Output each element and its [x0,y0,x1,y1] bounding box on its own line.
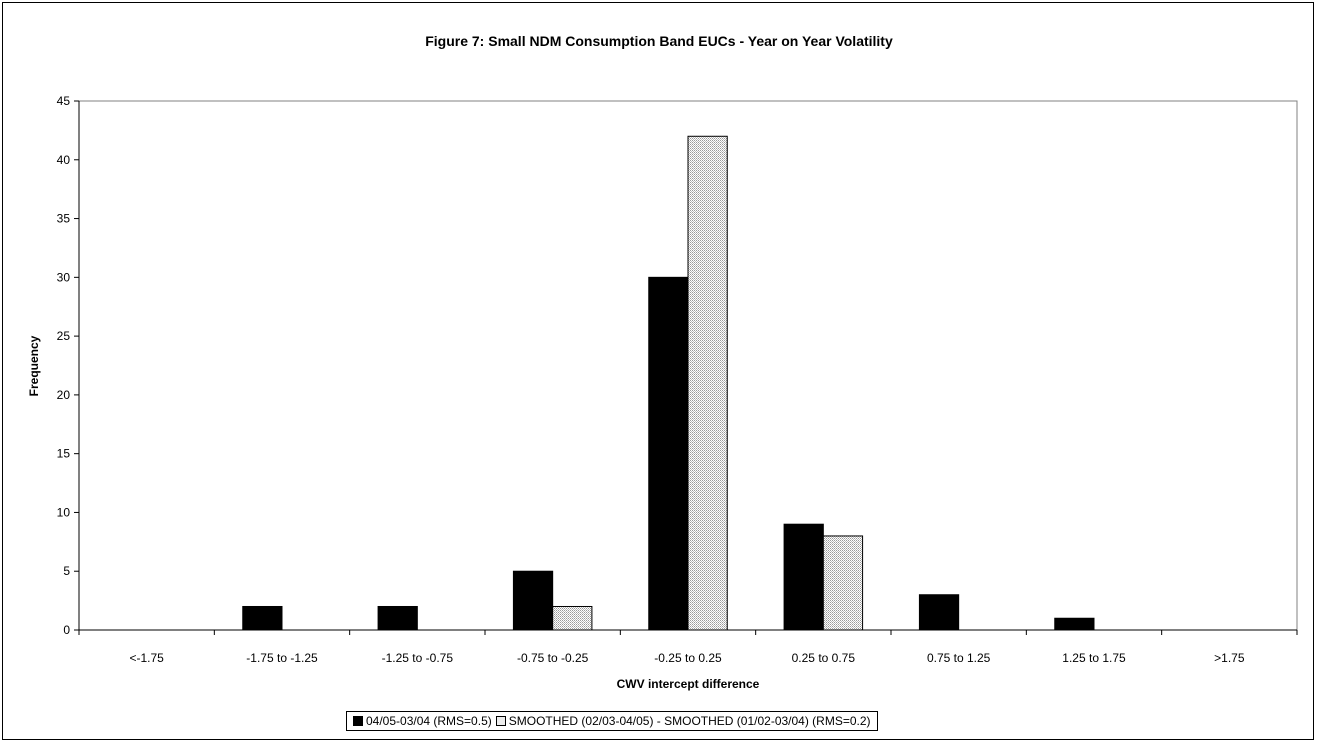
y-axis-title: Frequency [27,335,41,396]
x-axis-title: CWV intercept difference [617,677,760,691]
x-tick-label: -1.25 to -0.75 [382,651,454,665]
x-tick-label: -1.75 to -1.25 [246,651,318,665]
x-tick-label: -0.25 to 0.25 [654,651,722,665]
y-tick-label: 20 [57,388,71,402]
x-tick-label: <-1.75 [129,651,164,665]
bar-series-2 [552,605,593,631]
y-tick-label: 30 [57,270,71,284]
x-tick-label: 1.25 to 1.75 [1062,651,1126,665]
legend-entry-series-1: 04/05-03/04 (RMS=0.5) [353,714,492,728]
x-tick-label: -0.75 to -0.25 [517,651,589,665]
bar-series-1 [918,594,960,631]
legend-swatch-series-1 [353,716,363,726]
x-axis: <-1.75 -1.75 to -1.25 -1.25 to -0.75 -0.75 … [78,629,1298,665]
x-tick-label: >1.75 [1214,651,1245,665]
legend-swatch-series-2 [495,716,506,726]
y-tick-label: 15 [57,447,71,461]
bar-series-1 [512,570,554,631]
bar-series-1 [783,523,824,631]
bar-series-1 [1054,617,1095,631]
y-tick-label: 40 [57,153,71,167]
bar-series-2 [687,135,728,631]
bar-series-1 [242,605,283,631]
bar-series-2 [822,535,864,631]
legend-label-series-1: 04/05-03/04 (RMS=0.5) [366,714,492,728]
bars [242,135,1095,631]
legend-label-series-2: SMOOTHED (02/03-04/05) - SMOOTHED (01/02… [508,714,871,728]
y-tick-label: 5 [63,564,70,578]
y-axis: 0 5 10 15 20 25 30 35 40 45 [57,94,80,637]
x-tick-label: 0.25 to 0.75 [792,651,856,665]
y-tick-label: 10 [57,505,71,519]
y-tick-label: 45 [57,94,71,108]
bar-series-1 [377,605,418,631]
legend-entry-series-2: SMOOTHED (02/03-04/05) - SMOOTHED (01/02… [495,714,871,728]
chart-title: Figure 7: Small NDM Consumption Band EUC… [425,33,893,49]
y-tick-label: 25 [57,329,71,343]
y-tick-label: 35 [57,212,71,226]
legend: 04/05-03/04 (RMS=0.5) SMOOTHED (02/03-04… [346,711,878,731]
bar-series-1 [648,276,689,631]
y-tick-label: 0 [63,623,70,637]
x-tick-label: 0.75 to 1.25 [927,651,991,665]
